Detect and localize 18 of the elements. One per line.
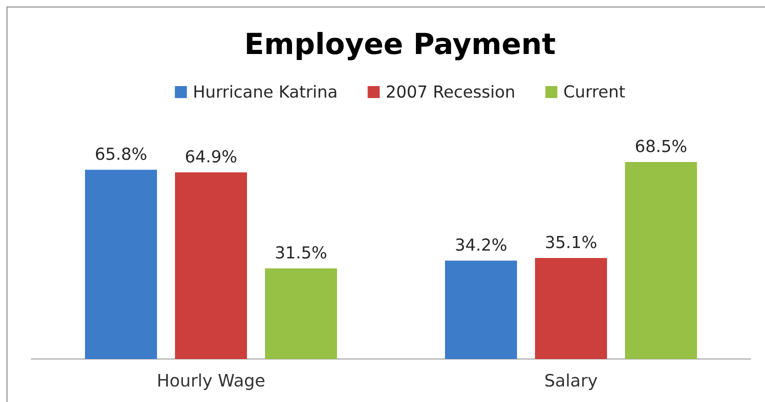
bar bbox=[445, 260, 518, 359]
bar bbox=[175, 172, 248, 359]
data-label: 34.2% bbox=[456, 238, 506, 251]
x-tick-label: Salary bbox=[545, 374, 598, 390]
data-label: 68.5% bbox=[636, 140, 686, 152]
chart-title: Employee Payment bbox=[246, 32, 556, 60]
data-label: 35.1% bbox=[546, 236, 596, 248]
legend-label: Hurricane Katrina bbox=[194, 85, 336, 98]
legend-label: 2007 Recession bbox=[386, 85, 514, 98]
bar bbox=[85, 170, 158, 359]
legend-label: Current bbox=[564, 85, 625, 98]
bar bbox=[625, 162, 698, 359]
data-label: 64.9% bbox=[186, 150, 236, 163]
bar bbox=[535, 258, 608, 359]
bar bbox=[265, 268, 337, 359]
x-tick-label: Hourly Wage bbox=[158, 374, 264, 390]
data-label: 65.8% bbox=[96, 148, 146, 160]
data-label: 31.5% bbox=[276, 246, 326, 259]
